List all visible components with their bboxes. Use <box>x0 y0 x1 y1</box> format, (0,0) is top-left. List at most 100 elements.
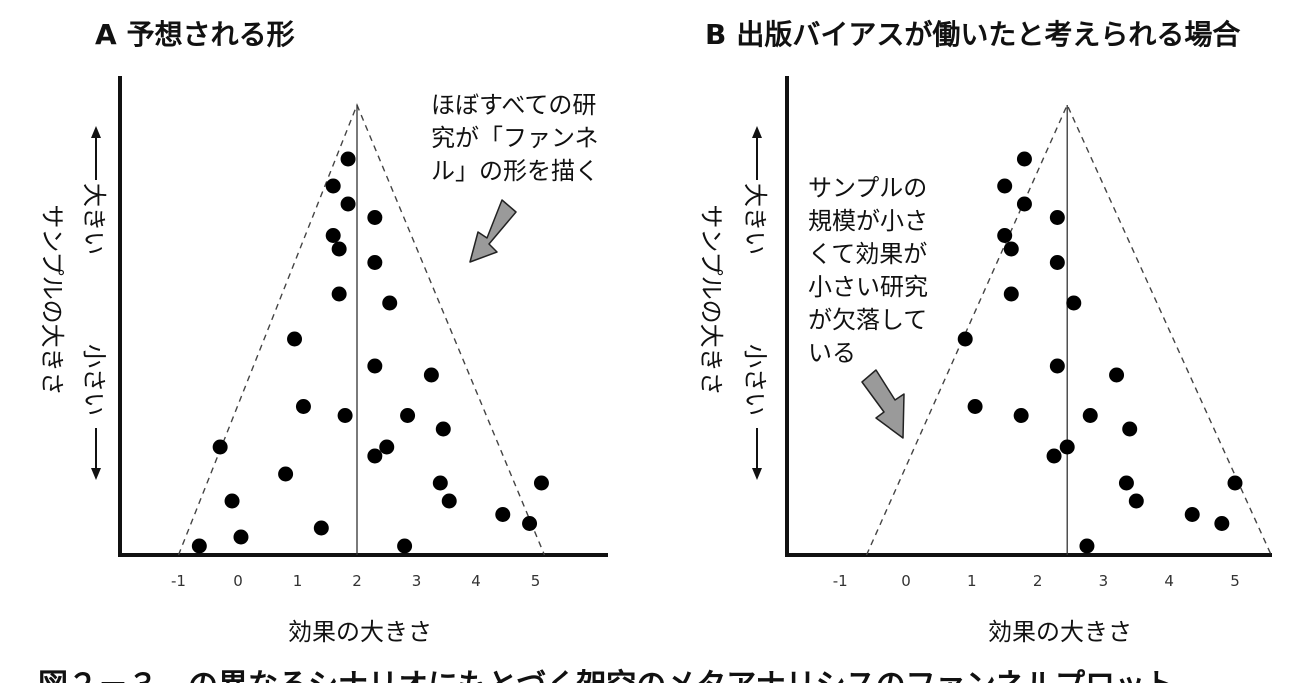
panel-a-data-point <box>191 538 207 554</box>
panel-b-arrow <box>861 369 905 439</box>
panel-b-data-point <box>1046 448 1062 464</box>
panel-a-y-small-label: 小さい <box>80 344 108 416</box>
panel-a-data-point <box>224 493 240 509</box>
panel-a-x-tick-label: 4 <box>471 572 481 590</box>
panel-b-ylabel: サンプルの大きさ <box>697 204 725 395</box>
panel-b-data-point <box>1082 408 1098 423</box>
panel-b-xlabel: 効果の大きさ <box>988 618 1132 646</box>
panel-a-x-tick-label: 5 <box>531 572 541 590</box>
panel-a-x-tick-label: 3 <box>412 572 422 590</box>
panel-b-data-point <box>1128 493 1144 509</box>
panel-b-annotation-line-3: くて効果が <box>808 240 927 268</box>
panel-b-data-point <box>967 399 983 414</box>
figure-caption: 図２－３ の異なるシナリオにもとづく架空のメタアナリシスのファンネルプロット <box>38 668 1175 683</box>
panel-b-annotation-line-2: 規模が小さ <box>808 207 928 235</box>
panel-a-data-point <box>233 529 249 545</box>
panel-b-x-tick-label: 1 <box>967 572 977 590</box>
panel-a-ylabel: サンプルの大きさ <box>38 204 66 395</box>
panel-b-plot-area: -1 0 1 2 3 4 5 <box>833 103 1272 590</box>
panel-a-annotation: ほぼすべての研 究が「ファンネ ル」の形を描く <box>431 91 599 185</box>
panel-a-data-point <box>325 178 341 194</box>
panel-a-data-point <box>522 516 538 531</box>
panel-a-data-point <box>278 466 294 482</box>
panel-b-annotation-line-1: サンプルの <box>808 174 927 202</box>
panel-b-data-point <box>1049 210 1065 225</box>
panel-b-data-point <box>1049 358 1065 374</box>
panel-b-data-point <box>1016 151 1032 167</box>
panel-b-data-point <box>1066 295 1082 311</box>
panel-a-plot-area: -1 0 1 2 3 4 5 <box>171 103 549 590</box>
panel-b-data-point <box>1016 196 1032 212</box>
panel-b-data-point <box>1214 516 1230 531</box>
panel-a-data-point <box>325 228 341 243</box>
panel-a-annotation-line-1: ほぼすべての研 <box>431 91 596 119</box>
panel-a-data-point <box>400 408 416 423</box>
panel-a-data-point <box>533 475 549 491</box>
panel-b-y-large-label: 大きい <box>741 183 769 255</box>
panel-a-data-point <box>435 421 451 437</box>
panel-a-annotation-line-2: 究が「ファンネ <box>431 124 599 152</box>
panel-a-data-point <box>340 151 356 167</box>
panel-a-x-tick-label: 2 <box>352 572 362 590</box>
panel-a-data-point <box>212 439 228 455</box>
panel-a-data-point <box>340 196 356 212</box>
panel-b-annotation-line-6: いる <box>808 339 856 367</box>
panel-b-x-tick-label: 4 <box>1164 572 1174 590</box>
panel-b-y-small-arrow <box>752 428 762 480</box>
panel-b-annotation-line-5: が欠落して <box>808 306 927 334</box>
panel-b-title-text: 出版バイアスが働いたと考えられる場合 <box>736 18 1241 51</box>
panel-a-data-point <box>331 241 347 257</box>
panel-b-data-point <box>1227 475 1243 491</box>
panel-b-data-point <box>1079 538 1095 554</box>
panel-b: B 出版バイアスが働いたと考えられる場合 -1 0 1 2 3 4 5 サンプルの大きさ 大き… <box>697 18 1272 646</box>
panel-a-data-point <box>287 331 303 347</box>
panel-a-data-point <box>397 538 413 554</box>
panel-a-y-large-arrow <box>91 126 101 180</box>
panel-a-annotation-line-3: ル」の形を描く <box>431 157 599 185</box>
panel-a-data-point <box>331 286 347 302</box>
panel-b-data-point <box>957 331 973 347</box>
panel-a-data-point <box>367 210 383 225</box>
panel-b-title: B 出版バイアスが働いたと考えられる場合 <box>705 18 1241 51</box>
panel-b-annotation-line-4: 小さい研究 <box>808 273 928 301</box>
panel-a-data-point <box>379 439 395 455</box>
panel-a-data-point <box>441 493 457 509</box>
panel-b-data-point <box>1003 286 1019 302</box>
panel-a-x-tick-label: 0 <box>233 572 243 590</box>
panel-a-arrow <box>469 199 517 263</box>
panel-a-label: A <box>95 18 117 51</box>
panel-a-data-point <box>423 367 439 383</box>
panel-b-data-point <box>1122 421 1138 437</box>
panel-b-y-small-label: 小さい <box>741 344 769 416</box>
panel-b-data-point <box>1118 475 1134 491</box>
panel-b-data-point <box>1059 439 1075 455</box>
panel-a-xlabel: 効果の大きさ <box>288 618 432 646</box>
panel-b-data-point <box>1109 367 1125 383</box>
panel-a-data-point <box>337 408 353 423</box>
panel-a-y-large-label: 大きい <box>80 183 108 255</box>
panel-a-data-point <box>432 475 448 491</box>
panel-b-x-tick-label: 3 <box>1099 572 1109 590</box>
panel-a-data-point <box>382 295 398 311</box>
panel-a-data-point <box>367 448 383 464</box>
panel-a-title: A 予想される形 <box>95 18 295 51</box>
panel-a-title-text: 予想される形 <box>127 18 295 51</box>
panel-b-y-large-arrow <box>752 126 762 180</box>
panel-b-x-tick-label: -1 <box>833 572 848 590</box>
panel-b-label: B <box>705 18 726 51</box>
panel-b-data-point <box>997 178 1013 194</box>
panel-a-x-tick-label: -1 <box>171 572 186 590</box>
panel-b-x-tick-label: 5 <box>1230 572 1240 590</box>
panel-a-x-tick-label: 1 <box>293 572 303 590</box>
panel-b-data-point <box>1013 408 1029 423</box>
panel-b-annotation: サンプルの 規模が小さ くて効果が 小さい研究 が欠落して いる <box>808 174 928 367</box>
panel-b-data-point <box>1184 507 1200 522</box>
panel-a-data-point <box>295 399 311 414</box>
panel-a-data-point <box>495 507 511 522</box>
panel-a-data-point <box>313 520 329 536</box>
panel-b-data-point <box>1049 255 1065 270</box>
panel-a: A 予想される形 -1 0 1 2 3 4 5 サンプルの大きさ 大きい 小さい ほぼすべての… <box>38 18 608 646</box>
panel-a-y-small-arrow <box>91 428 101 480</box>
panel-a-data-point <box>367 255 383 270</box>
